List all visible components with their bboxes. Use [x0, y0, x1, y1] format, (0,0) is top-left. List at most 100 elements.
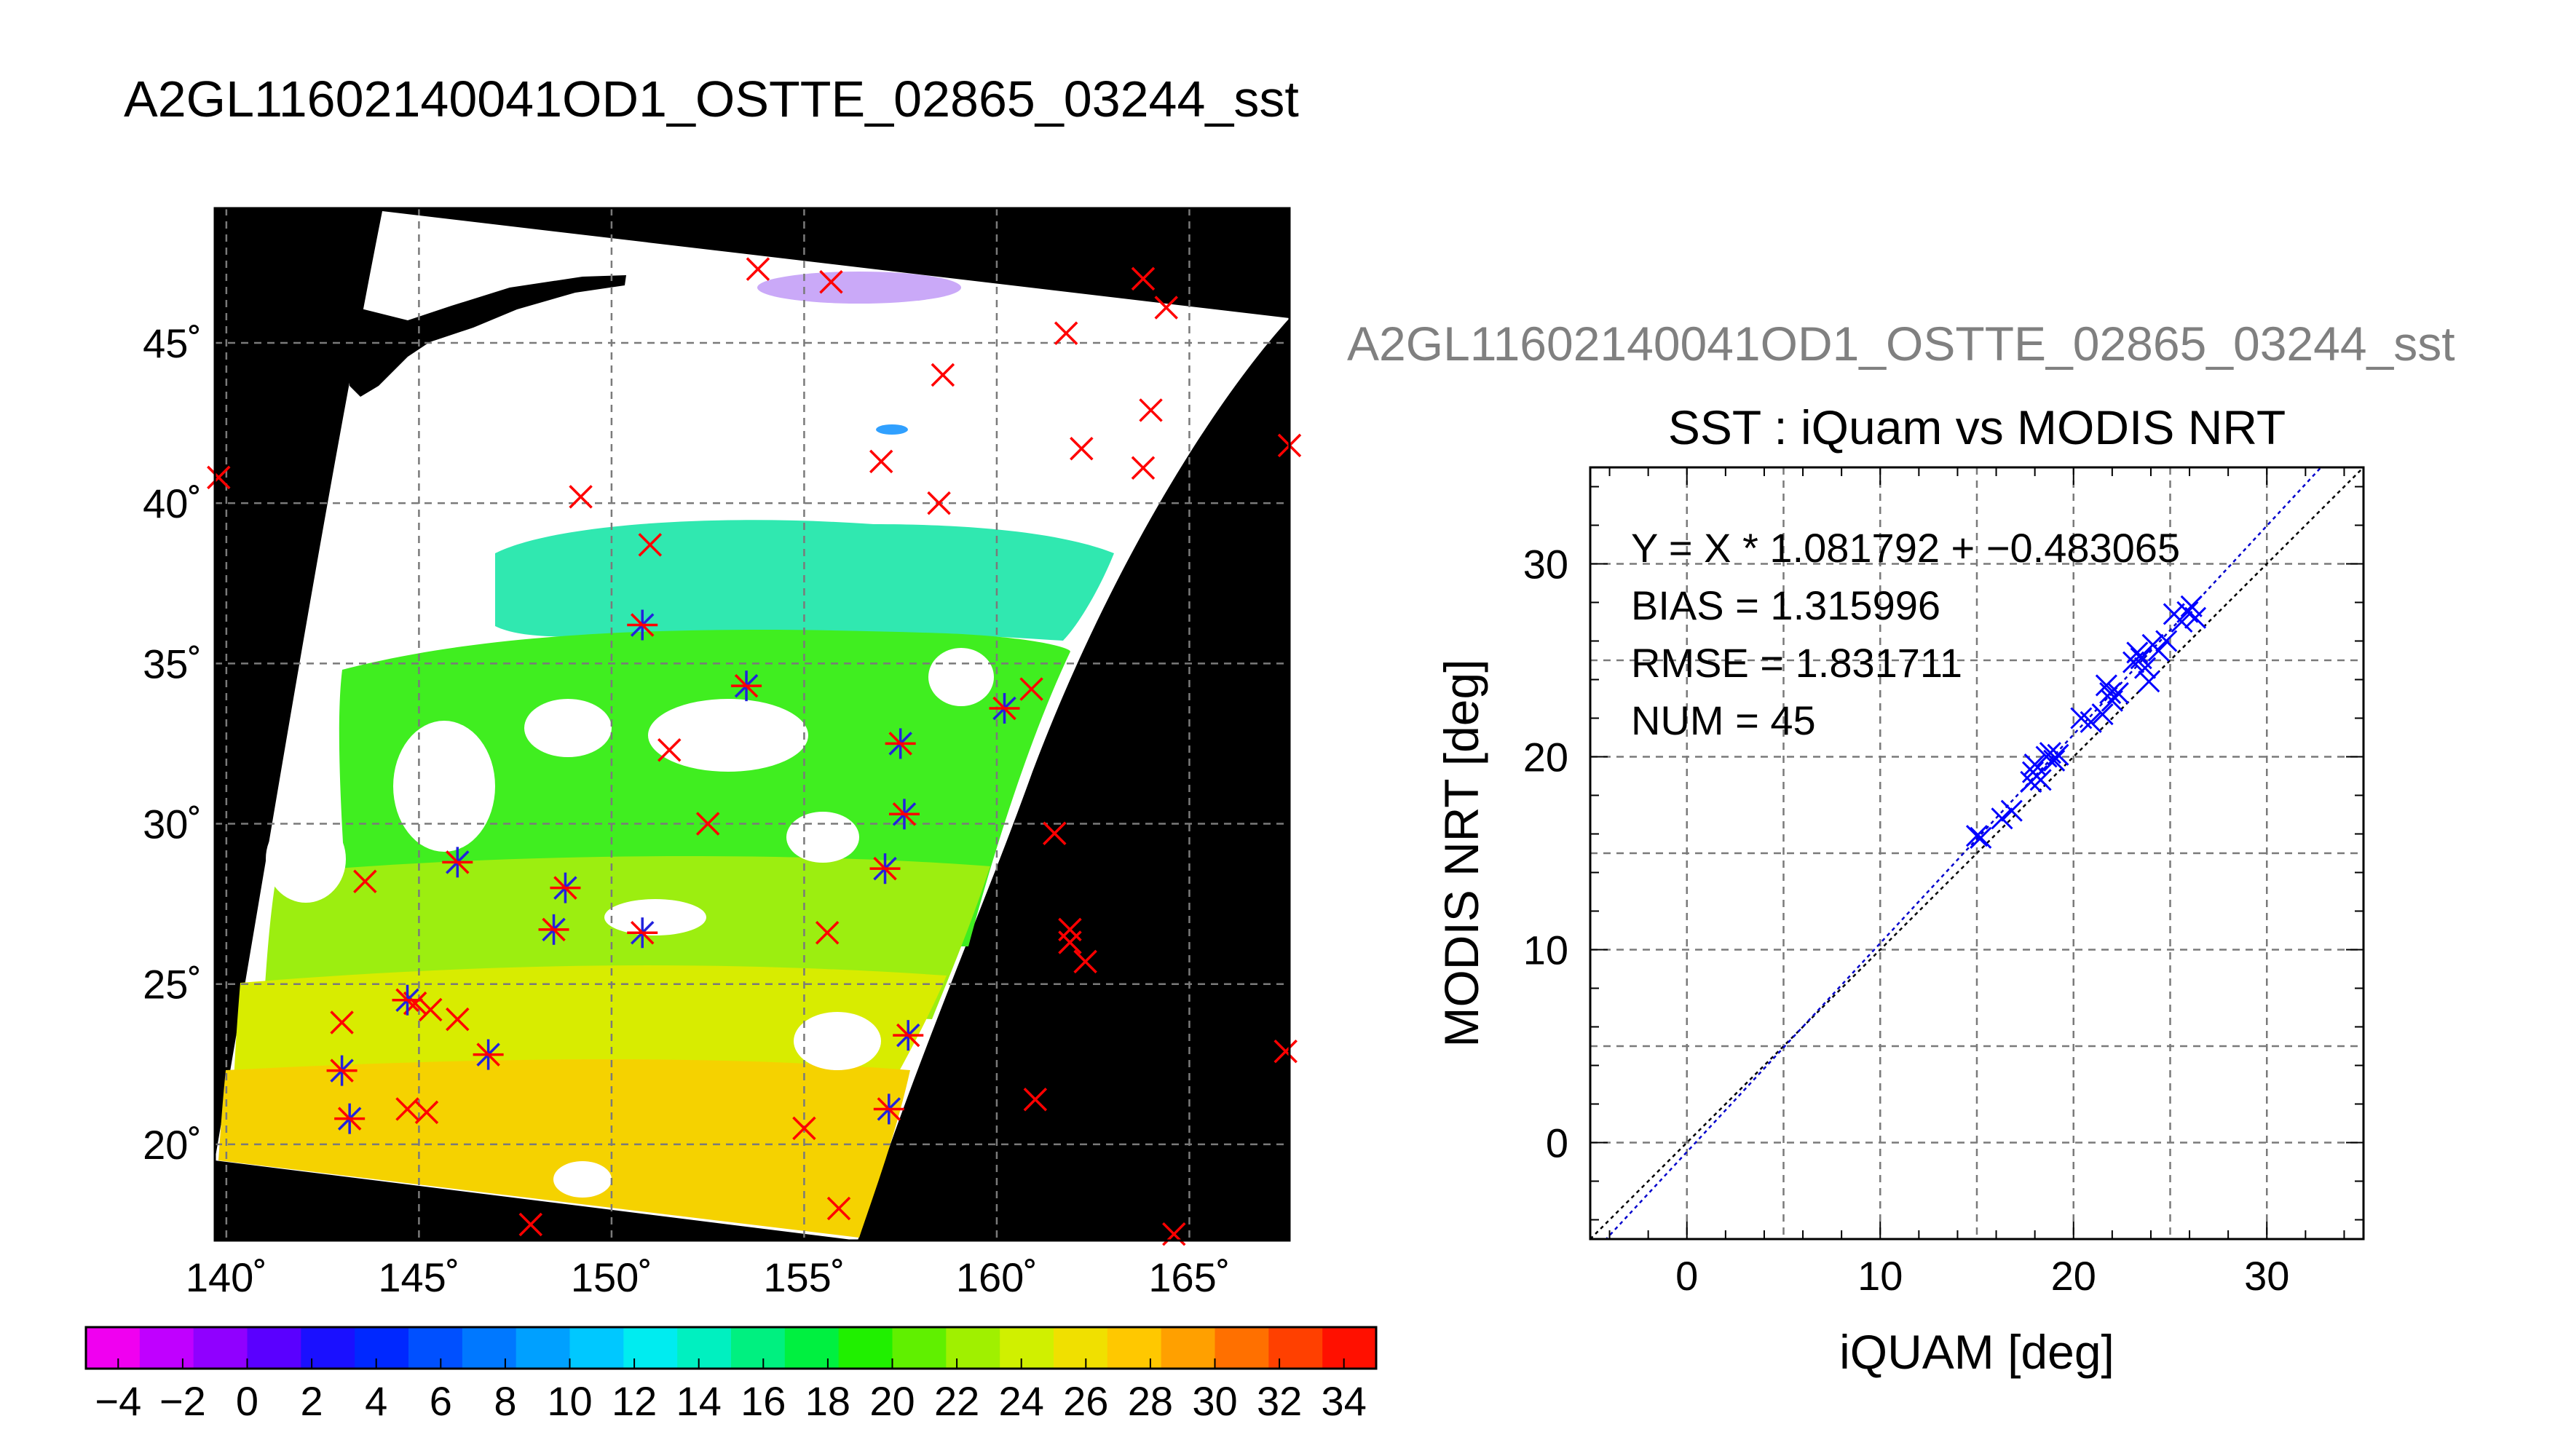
cloud-patch [266, 815, 346, 903]
scatter-annotation: NUM = 45 [1631, 697, 1816, 743]
iquam-station-marker [395, 1097, 419, 1121]
colorbar-tick-label: 26 [1063, 1378, 1108, 1424]
iquam-station-marker [1023, 1087, 1048, 1112]
iquam-station-marker [1139, 398, 1163, 422]
scatter-point [2180, 595, 2203, 617]
sst-field-yellow [218, 1059, 910, 1238]
colorbar-tick-label: 2 [301, 1378, 323, 1424]
iquam-station-marker [569, 485, 593, 509]
cloud-patch [393, 721, 495, 852]
iquam-station-marker [446, 1007, 470, 1032]
colorbar-tick-label: 28 [1128, 1378, 1173, 1424]
colorbar-cell [1000, 1327, 1054, 1369]
colorbar-cell [1268, 1327, 1323, 1369]
iquam-station-marker [330, 1010, 354, 1034]
matchup-marker [869, 853, 901, 885]
cloud-patch [794, 1012, 881, 1070]
colorbar-tick-label: 10 [547, 1378, 592, 1424]
iquam-station-marker [419, 997, 443, 1022]
map-y-tick-label: 20˚ [143, 1122, 202, 1168]
scatter-point [2133, 657, 2157, 679]
scatter-point [2099, 681, 2122, 705]
cloud-patch [786, 812, 859, 863]
map-x-tick-label: 150˚ [571, 1254, 652, 1300]
scatter-point [2138, 670, 2160, 693]
colorbar-cell [1054, 1327, 1108, 1369]
iquam-station-marker [792, 1116, 816, 1141]
colorbar-frame [84, 1326, 1378, 1370]
colorbar-tick-label: 34 [1322, 1378, 1367, 1424]
land-japan [350, 275, 626, 397]
scatter-point [2091, 703, 2114, 726]
colorbar-tick-label: −2 [159, 1378, 206, 1424]
scatter-point [1970, 826, 1992, 849]
scatter-annotation: Y = X * 1.081792 + −0.483065 [1631, 525, 2180, 571]
scatter-point [1991, 807, 2013, 830]
scatter-panel: A2GL11602140041OD1_OSTTE_02865_03244_sst… [1347, 317, 2455, 1379]
matchup-marker [885, 728, 916, 759]
scatter-point [2126, 641, 2149, 664]
iquam-station-marker [1019, 677, 1043, 701]
colorbar-tick-label: 18 [805, 1378, 850, 1424]
colorbar: −4 −2 0 2 4 6 8 10 12 14 16 18 20 22 24 26 28 30 32 34 [84, 1326, 1378, 1424]
colorbar-cell [193, 1327, 248, 1369]
colorbar-tick-label: −4 [95, 1378, 141, 1424]
map-x-tick-label: 145˚ [378, 1254, 459, 1300]
scatter-y-axis-label: MODIS NRT [deg] [1434, 659, 1488, 1047]
matchup-marker [392, 984, 423, 1016]
scatter-points [1965, 595, 2207, 849]
scatter-x-axis-label: iQUAM [deg] [1839, 1325, 2114, 1379]
colorbar-cell [408, 1327, 463, 1369]
page-title: A2GL11602140041OD1_OSTTE_02865_03244_sst [124, 71, 1299, 127]
scatter-annotation: RMSE = 1.831711 [1631, 640, 1962, 686]
iquam-station-marker [414, 1100, 439, 1125]
colorbar-tick-label: 6 [430, 1378, 452, 1424]
scatter-y-tick-label: 20 [1523, 735, 1568, 780]
scatter-x-tick-label: 20 [2051, 1253, 2096, 1299]
colorbar-cell [1107, 1327, 1162, 1369]
colorbar-cell [139, 1327, 194, 1369]
matchup-marker [550, 872, 581, 903]
scatter-annotations: Y = X * 1.081792 + −0.483065 BIAS = 1.315… [1631, 525, 2180, 743]
scatter-point [2095, 674, 2117, 697]
matchup-marker [893, 1020, 924, 1051]
colorbar-tick-label: 24 [999, 1378, 1044, 1424]
cloud-patch [524, 699, 612, 757]
map-y-tick-label: 25˚ [143, 962, 202, 1008]
cloud-patch [553, 1161, 612, 1198]
cloud-patch [928, 648, 994, 706]
colorbar-cell [731, 1327, 786, 1369]
map-frame [213, 207, 1291, 1242]
colorbar-cell [247, 1327, 301, 1369]
matchup-marker [538, 914, 569, 945]
scatter-frame [1589, 466, 2365, 1241]
iquam-station-marker [1154, 296, 1178, 320]
scatter-y-tick-label: 30 [1523, 542, 1568, 587]
scatter-y-tick-label: 0 [1546, 1120, 1568, 1166]
matchup-markers [326, 609, 1020, 1134]
colorbar-cell [838, 1327, 893, 1369]
colorbar-cell [784, 1327, 840, 1369]
scatter-title: SST : iQuam vs MODIS NRT [1668, 400, 2286, 454]
colorbar-cell [677, 1327, 732, 1369]
scatter-point [2047, 743, 2069, 766]
iquam-station-marker [927, 491, 951, 515]
colorbar-tick-label: 20 [869, 1378, 915, 1424]
scatter-subtitle: A2GL11602140041OD1_OSTTE_02865_03244_sst [1347, 317, 2455, 371]
matchup-marker [888, 799, 920, 830]
iquam-station-marker [1273, 1039, 1298, 1064]
matchup-marker [731, 670, 762, 702]
colorbar-tick-label: 0 [236, 1378, 258, 1424]
iquam-station-marker [1073, 949, 1097, 974]
iquam-station-marker [638, 533, 663, 557]
iquam-station-marker [657, 737, 682, 762]
colorbar-tick-label: 16 [741, 1378, 786, 1424]
colorbar-cell [86, 1327, 141, 1369]
iquam-station-marker [353, 869, 377, 894]
matchup-marker [627, 609, 658, 641]
sst-speckle-purple [757, 272, 961, 304]
map-y-tick-label: 35˚ [143, 641, 202, 687]
matchup-marker [627, 917, 658, 949]
scatter-point [2029, 769, 2052, 791]
